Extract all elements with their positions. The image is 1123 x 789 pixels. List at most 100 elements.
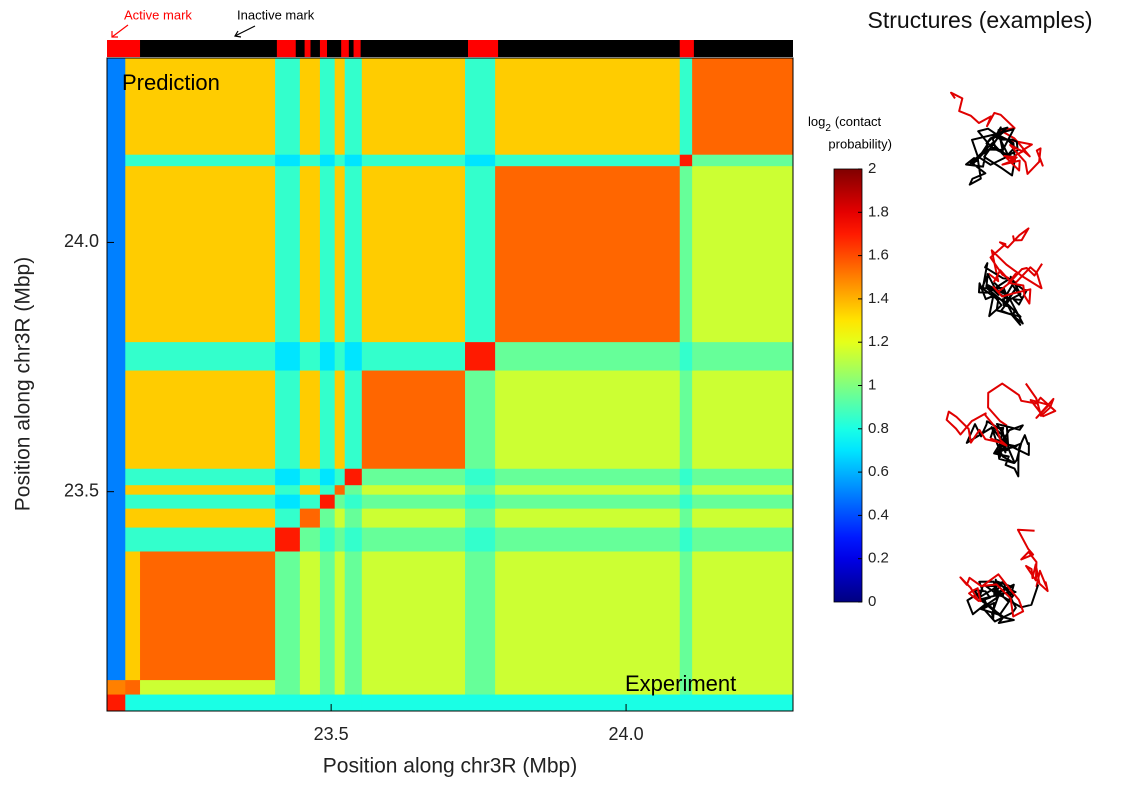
heatmap-cell bbox=[275, 370, 301, 469]
heatmap-cell bbox=[361, 58, 466, 155]
heatmap-cell bbox=[334, 468, 346, 486]
heatmap-cell bbox=[125, 508, 141, 528]
heatmap-cell bbox=[140, 58, 276, 155]
heatmap-cell bbox=[299, 679, 321, 695]
heatmap-cell bbox=[140, 165, 276, 343]
heatmap-cell bbox=[125, 679, 141, 695]
heatmap-cell bbox=[107, 484, 126, 495]
structure-chain bbox=[1016, 528, 1049, 593]
heatmap-cell bbox=[319, 550, 336, 681]
heatmap-cell bbox=[275, 679, 301, 695]
heatmap-cell bbox=[679, 58, 693, 155]
heatmap bbox=[107, 58, 794, 712]
heatmap-cell bbox=[125, 341, 141, 371]
heatmap-cell bbox=[125, 154, 141, 167]
structures-title: Structures (examples) bbox=[868, 7, 1093, 33]
heatmap-cell bbox=[275, 484, 301, 495]
heatmap-cell bbox=[334, 58, 346, 155]
legend-label: Inactive mark bbox=[237, 7, 315, 22]
colorbar-tick-label: 0 bbox=[868, 593, 876, 610]
heatmap-cell bbox=[495, 154, 681, 167]
heatmap-cell bbox=[334, 679, 346, 695]
active-segment bbox=[467, 40, 499, 57]
heatmap-cell bbox=[692, 341, 794, 371]
heatmap-cell bbox=[495, 508, 681, 528]
heatmap-cell bbox=[344, 58, 363, 155]
structure-chain bbox=[965, 126, 1019, 186]
heatmap-cell bbox=[344, 154, 363, 167]
heatmap-cell bbox=[107, 468, 126, 486]
structure-chain bbox=[987, 382, 1057, 427]
heatmap-cell bbox=[465, 165, 496, 343]
heatmap-cell bbox=[361, 508, 466, 528]
legend-label: Active mark bbox=[124, 7, 192, 22]
annotation: Prediction bbox=[122, 70, 220, 95]
colorbar-tick-label: 1.2 bbox=[868, 333, 889, 350]
heatmap-cell bbox=[299, 508, 321, 528]
heatmap-cell bbox=[679, 154, 693, 167]
heatmap-cell bbox=[692, 508, 794, 528]
heatmap-cell bbox=[465, 468, 496, 486]
colorbar-tick-label: 1.6 bbox=[868, 247, 889, 264]
heatmap-cell bbox=[299, 484, 321, 495]
heatmap-cell bbox=[140, 484, 276, 495]
active-segment bbox=[353, 40, 361, 57]
legend-arrow-head bbox=[111, 31, 118, 38]
heatmap-cell bbox=[125, 165, 141, 343]
heatmap-cell bbox=[140, 694, 276, 712]
heatmap-cell bbox=[275, 341, 301, 371]
colorbar-label: probability) bbox=[828, 136, 892, 151]
heatmap-cell bbox=[319, 165, 336, 343]
heatmap-cell bbox=[299, 694, 321, 712]
heatmap-cell bbox=[495, 550, 681, 681]
heatmap-cell bbox=[319, 370, 336, 469]
heatmap-cell bbox=[692, 165, 794, 343]
heatmap-cell bbox=[361, 154, 466, 167]
heatmap-cell bbox=[334, 165, 346, 343]
structure-chain bbox=[977, 262, 1028, 326]
y-tick-label: 23.5 bbox=[64, 480, 99, 500]
heatmap-cell bbox=[495, 370, 681, 469]
heatmap-cell bbox=[275, 494, 301, 509]
heatmap-cell bbox=[319, 508, 336, 528]
active-segment bbox=[319, 40, 328, 57]
heatmap-cell bbox=[361, 694, 466, 712]
legend-arrow bbox=[111, 24, 129, 38]
heatmap-cell bbox=[679, 694, 693, 712]
heatmap-cell bbox=[107, 550, 126, 681]
heatmap-cell bbox=[361, 679, 466, 695]
heatmap-cell bbox=[299, 154, 321, 167]
heatmap-cell bbox=[319, 154, 336, 167]
heatmap-cell bbox=[107, 508, 126, 528]
colorbar-tick-label: 0.6 bbox=[868, 463, 889, 480]
heatmap-cell bbox=[344, 550, 363, 681]
plot-frame bbox=[106, 57, 794, 712]
heatmap-cell bbox=[299, 58, 321, 155]
heatmap-cell bbox=[344, 370, 363, 469]
heatmap-cell bbox=[299, 341, 321, 371]
heatmap-cell bbox=[465, 550, 496, 681]
heatmap-cell bbox=[107, 58, 126, 155]
heatmap-cell bbox=[319, 527, 336, 552]
heatmap-cell bbox=[679, 679, 693, 695]
heatmap-cell bbox=[495, 165, 681, 343]
active-segment bbox=[304, 40, 311, 57]
heatmap-cell bbox=[275, 165, 301, 343]
heatmap-cell bbox=[275, 508, 301, 528]
colorbar-tick-label: 1.4 bbox=[868, 290, 889, 307]
heatmap-cell bbox=[361, 550, 466, 681]
heatmap-cell bbox=[344, 679, 363, 695]
heatmap-cell bbox=[692, 58, 794, 155]
heatmap-cell bbox=[679, 341, 693, 371]
colorbar bbox=[833, 168, 863, 603]
heatmap-cell bbox=[299, 494, 321, 509]
heatmap-cell bbox=[679, 494, 693, 509]
heatmap-cell bbox=[495, 468, 681, 486]
heatmap-cell bbox=[275, 550, 301, 681]
heatmap-cell bbox=[299, 527, 321, 552]
heatmap-cell bbox=[319, 494, 336, 509]
heatmap-cell bbox=[334, 341, 346, 371]
active-segment bbox=[679, 40, 694, 57]
